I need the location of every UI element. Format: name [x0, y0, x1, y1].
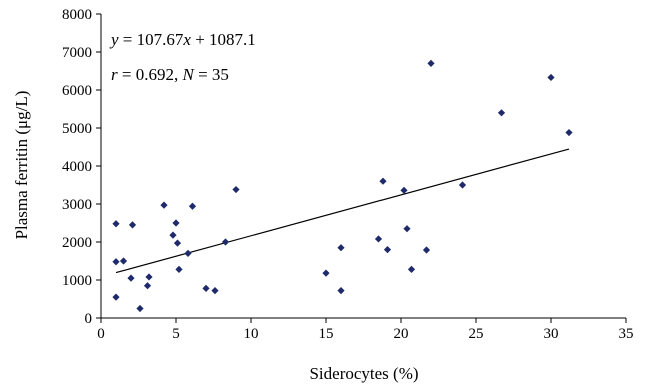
y-tick-label: 2000 [62, 235, 92, 251]
data-point [374, 235, 383, 243]
data-point [565, 128, 573, 137]
data-point [211, 287, 219, 295]
correlation-annotation: r = 0.692, N = 35 [111, 65, 229, 84]
data-point [337, 287, 345, 295]
data-point [112, 258, 120, 266]
x-tick-label: 15 [319, 326, 334, 342]
data-points [112, 59, 573, 313]
data-point [202, 284, 210, 292]
x-tick-label: 25 [469, 326, 484, 342]
data-point [232, 185, 240, 194]
data-point [128, 221, 137, 229]
x-axis-title: Siderocytes (%) [309, 364, 418, 383]
x-tick-label: 0 [97, 326, 105, 342]
y-tick-label: 4000 [62, 159, 92, 175]
plot-area: 0 5 10 15 20 25 30 35 0 1000 2000 3000 4000 5000 6000… [62, 7, 634, 342]
data-point [175, 265, 183, 273]
data-point [160, 201, 168, 209]
data-point [127, 274, 135, 282]
x-tick-label: 5 [172, 326, 180, 342]
data-point [172, 219, 180, 227]
y-tick-label: 3000 [62, 197, 92, 213]
data-point [112, 220, 120, 228]
data-point [169, 231, 177, 239]
y-tick-label: 5000 [62, 121, 92, 137]
x-tick-label: 10 [244, 326, 259, 342]
data-point [173, 239, 182, 247]
data-point [337, 244, 345, 252]
data-point [547, 73, 555, 82]
data-point [379, 177, 387, 185]
data-point [184, 249, 192, 257]
y-tick-label: 8000 [62, 7, 92, 23]
data-point [427, 59, 435, 67]
data-point [145, 273, 153, 281]
data-point [112, 293, 120, 301]
y-tick-label: 7000 [62, 45, 92, 61]
y-tick-label: 0 [85, 311, 93, 327]
x-tick-label: 30 [544, 326, 559, 342]
y-tick-label: 6000 [62, 83, 92, 99]
data-point [322, 269, 330, 277]
data-point [221, 238, 230, 246]
x-tick-group: 0 5 10 15 20 25 30 35 [97, 318, 634, 342]
x-tick-label: 35 [619, 326, 634, 342]
data-point [136, 304, 144, 313]
y-axis-title: Plasma ferritin (μg/L) [12, 91, 31, 240]
y-tick-group: 0 1000 2000 3000 4000 5000 6000 7000 8000 [62, 7, 101, 327]
data-point [119, 257, 128, 265]
data-point [400, 186, 408, 194]
data-point [383, 246, 392, 254]
data-point [403, 225, 411, 233]
trendline [115, 148, 570, 274]
data-point [422, 246, 431, 254]
data-point [497, 109, 506, 117]
data-point [407, 265, 416, 273]
data-point [143, 282, 152, 290]
data-point [188, 202, 197, 210]
data-point [458, 181, 467, 189]
x-tick-label: 20 [394, 326, 409, 342]
y-tick-label: 1000 [62, 273, 92, 289]
equation-annotation: y = 107.67x + 1087.1 [109, 30, 256, 49]
